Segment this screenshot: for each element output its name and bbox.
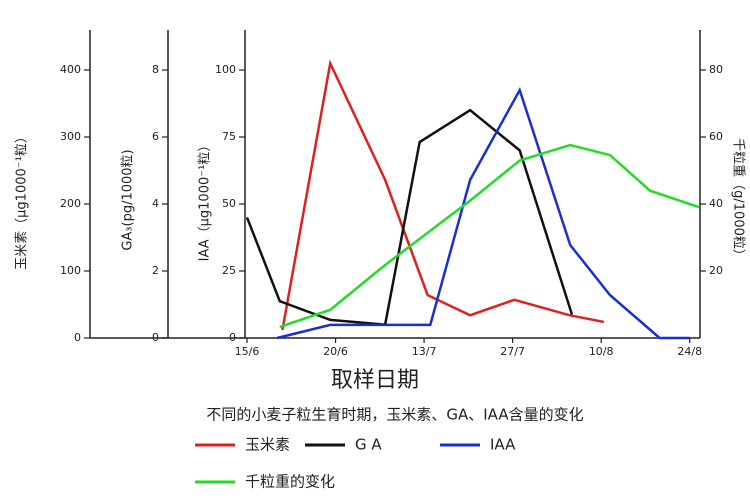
legend-label: IAA (490, 436, 516, 454)
y-tick-label: 0 (74, 331, 81, 344)
y-tick-label: 100 (60, 264, 81, 277)
y-tick-label: 6 (152, 130, 159, 143)
y-tick-label: 200 (60, 197, 81, 210)
y-axis-title: 千粒重（g/1000粒） (731, 138, 747, 262)
y-axis-title: GA₃(pg/1000粒) (121, 149, 136, 250)
y-tick-label: 0 (229, 331, 236, 344)
series-line (276, 86, 690, 340)
x-tick-label: 27/7 (500, 345, 525, 358)
x-tick-label: 13/7 (412, 345, 437, 358)
y-axis-title: 玉米素（μg1000⁻¹粒） (15, 130, 30, 270)
legend-label: G A (355, 436, 382, 454)
y-tick-label: 20 (709, 264, 723, 277)
x-tick-label: 20/6 (323, 345, 348, 358)
x-tick-label: 15/6 (235, 345, 260, 358)
y-tick-label: 400 (60, 63, 81, 76)
y-tick-label: 0 (152, 331, 159, 344)
series-line (279, 143, 700, 329)
caption: 不同的小麦子粒生育时期，玉米素、GA、IAA含量的变化 (206, 406, 583, 424)
series-line (245, 108, 574, 326)
legend-label: 千粒重的变化 (245, 473, 335, 491)
y-tick-label: 75 (222, 130, 236, 143)
y-tick-label: 8 (152, 63, 159, 76)
y-tick-label: 300 (60, 130, 81, 143)
y-tick-label: 80 (709, 63, 723, 76)
y-tick-label: 2 (152, 264, 159, 277)
y-tick-label: 40 (709, 197, 723, 210)
y-tick-label: 100 (215, 63, 236, 76)
x-axis-title: 取样日期 (331, 368, 419, 393)
y-tick-label: 60 (709, 130, 723, 143)
y-tick-label: 4 (152, 197, 159, 210)
y-axis-title: IAA（μg1000⁻¹粒） (198, 139, 213, 262)
x-tick-label: 24/8 (677, 345, 702, 358)
legend-label: 玉米素 (245, 436, 290, 454)
x-tick-label: 10/8 (589, 345, 614, 358)
y-tick-label: 25 (222, 264, 236, 277)
series-line (281, 59, 605, 331)
y-tick-label: 50 (222, 197, 236, 210)
